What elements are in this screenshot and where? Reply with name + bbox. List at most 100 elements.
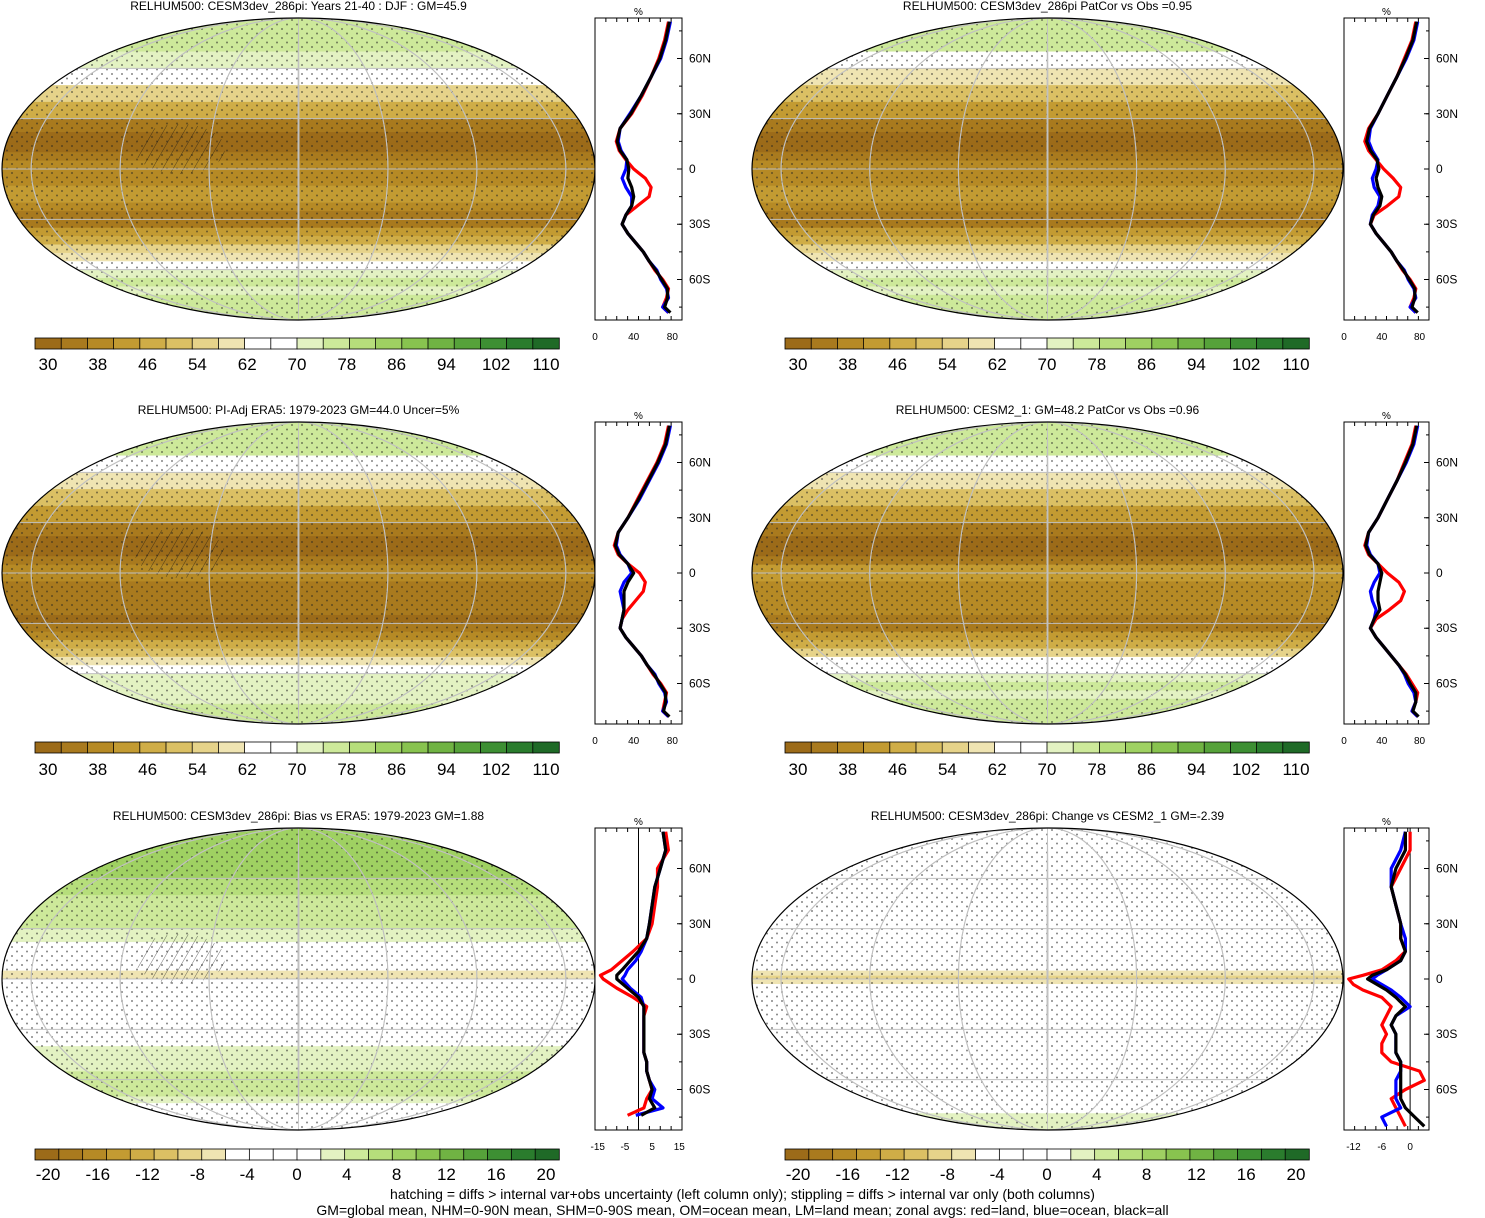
lat-tick-label: 0	[689, 972, 696, 986]
graticule-meridian	[1046, 18, 1049, 320]
map-title: RELHUM500: CESM3dev_286pi: Years 21-40 :…	[130, 0, 467, 13]
graticule-meridian	[297, 422, 300, 724]
colorbar-label: 4	[342, 1165, 351, 1184]
colorbar-swatch	[270, 337, 298, 350]
zonal-x-tick-label: 0	[1341, 332, 1347, 343]
colorbar-label: 94	[1187, 355, 1206, 374]
map-field	[2, 422, 595, 724]
map-title: RELHUM500: CESM3dev_286pi PatCor vs Obs …	[903, 0, 1192, 13]
colorbar-swatch	[153, 1148, 179, 1161]
colorbar: -20 -16 -12 -8 -4 0 4 8 12 16 20	[784, 1148, 1310, 1184]
colorbar-swatch	[879, 1148, 905, 1161]
map-panel: RELHUM500: CESM3dev_286pi PatCor vs Obs …	[751, 0, 1344, 321]
colorbar-label: 54	[188, 760, 207, 779]
colorbar-swatch	[1230, 337, 1258, 350]
colorbar-label: 62	[988, 355, 1007, 374]
colorbar-label: 94	[1187, 760, 1206, 779]
colorbar-label: 78	[337, 760, 356, 779]
lat-tick-label: 30S	[1436, 217, 1457, 231]
map-outline	[751, 17, 1344, 321]
graticule-meridian	[297, 18, 300, 320]
colorbar-swatch	[1046, 741, 1074, 754]
graticule-meridian	[30, 18, 567, 320]
map-outline	[751, 421, 1344, 725]
colorbar-swatch	[1177, 337, 1205, 350]
colorbar-swatch	[506, 741, 534, 754]
colorbar-swatch	[217, 741, 246, 754]
colorbar-label: 86	[1137, 355, 1156, 374]
colorbar: 30 38 46 54 62 70 78 86 94 102 110	[34, 337, 560, 374]
lat-tick-label: 0	[689, 162, 696, 176]
colorbar-label: 38	[88, 355, 107, 374]
colorbar-label: 86	[387, 760, 406, 779]
colorbar-swatch	[113, 741, 141, 754]
colorbar-label: 110	[1282, 355, 1309, 374]
map-title: RELHUM500: CESM3dev_286pi: Change vs CES…	[871, 809, 1225, 823]
colorbar-label: 102	[482, 355, 510, 374]
colorbar-swatch	[927, 1148, 953, 1161]
colorbar-label: 54	[188, 355, 207, 374]
colorbar-label: 16	[487, 1165, 506, 1184]
lat-tick-label: 60N	[689, 862, 711, 876]
colorbar-swatch	[1203, 337, 1232, 350]
zonal-x-tick-label: 5	[649, 1142, 655, 1153]
map-title: RELHUM500: PI-Adj ERA5: 1979-2023 GM=44.…	[138, 403, 460, 417]
colorbar-label: 70	[1038, 760, 1057, 779]
colorbar-swatch	[191, 337, 220, 350]
colorbar-swatch	[510, 1148, 536, 1161]
colorbar-label: 8	[1142, 1165, 1151, 1184]
colorbar-swatch	[1046, 337, 1074, 350]
colorbar-swatch	[348, 741, 377, 754]
colorbar-swatch	[506, 337, 534, 350]
colorbar-swatch	[270, 741, 298, 754]
lat-tick-label: 30N	[1436, 511, 1458, 525]
zonal-x-tick-label: 40	[628, 736, 640, 747]
colorbar-swatch	[1282, 337, 1310, 350]
colorbar-swatch	[915, 337, 943, 350]
colorbar-swatch	[1072, 741, 1101, 754]
colorbar-swatch	[415, 1148, 441, 1161]
colorbar-swatch	[837, 741, 865, 754]
colorbar-swatch	[87, 337, 115, 350]
graticule-meridian	[957, 18, 1138, 320]
colorbar-swatch	[1099, 741, 1127, 754]
colorbar-swatch	[191, 741, 220, 754]
colorbar-swatch	[1165, 1148, 1191, 1161]
zonal-average-plot: % -12 -6 0 60N 30N 0 30S 60S	[1343, 817, 1458, 1153]
colorbar-label: 46	[888, 760, 907, 779]
colorbar-swatch	[975, 1148, 1001, 1161]
zonal-x-label: %	[634, 817, 643, 828]
zonal-average-plot: % 0 40 80 60N 30N 0 30S 60S	[1341, 7, 1458, 343]
colorbar-swatch	[1230, 741, 1258, 754]
hatching	[134, 528, 225, 578]
colorbar-swatch	[889, 337, 917, 350]
colorbar: 30 38 46 54 62 70 78 86 94 102 110	[34, 741, 560, 779]
zonal-x-tick-label: 0	[592, 332, 598, 343]
colorbar-swatch	[1213, 1148, 1239, 1161]
colorbar-swatch	[889, 741, 917, 754]
footnote-line-2: GM=global mean, NHM=0-90N mean, SHM=0-90…	[316, 1202, 1169, 1218]
colorbar-swatch	[915, 741, 943, 754]
colorbar-swatch	[1118, 1148, 1143, 1161]
colorbar-swatch	[322, 337, 351, 350]
colorbar-label: -8	[190, 1165, 205, 1184]
colorbar-swatch	[784, 337, 812, 350]
footnote-line-1: hatching = diffs > internal var+obs unce…	[390, 1186, 1095, 1202]
graticule-meridian	[869, 18, 1226, 320]
lat-tick-label: 60N	[689, 52, 711, 66]
colorbar-swatch	[998, 1148, 1024, 1161]
colorbar-label: 30	[789, 355, 808, 374]
colorbar-label: 4	[1092, 1165, 1101, 1184]
colorbar-swatch	[375, 337, 403, 350]
map-field	[2, 18, 595, 320]
colorbar-swatch	[994, 741, 1022, 754]
colorbar-swatch	[296, 741, 324, 754]
lat-tick-label: 60S	[1436, 272, 1457, 286]
zonal-plot-frame	[594, 17, 683, 321]
colorbar-swatch	[368, 1148, 393, 1161]
colorbar-swatch	[863, 337, 891, 350]
zonal-series-all	[1365, 21, 1419, 314]
colorbar-swatch	[248, 1148, 274, 1161]
colorbar-swatch	[165, 741, 193, 754]
graticule-meridian	[1046, 422, 1049, 724]
